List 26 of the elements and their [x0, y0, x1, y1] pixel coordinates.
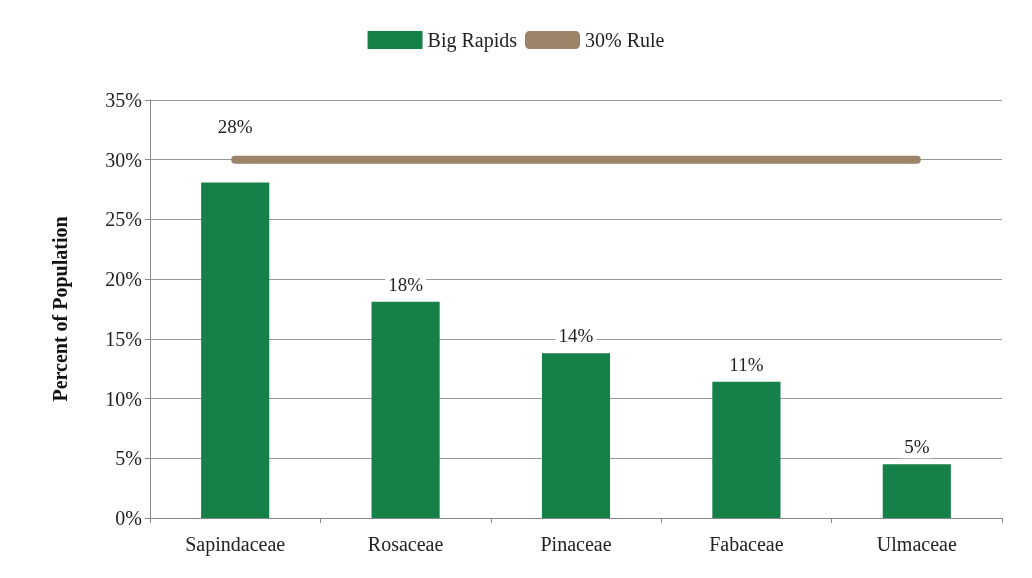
- y-tick-label: 15%: [105, 327, 142, 350]
- x-tick-label: Rosaceae: [367, 533, 444, 555]
- y-tick-label: 5%: [115, 447, 142, 470]
- x-tick-label: Ulmaceae: [876, 533, 957, 555]
- x-tick-label: Sapindaceae: [185, 533, 286, 556]
- y-axis-title: Percent of Population: [49, 216, 72, 402]
- legend-label: 30% Rule: [585, 29, 665, 51]
- bar: [201, 182, 270, 518]
- y-tick-label: 10%: [105, 387, 142, 410]
- y-tick-label: 30%: [105, 148, 142, 171]
- data-label: 14%: [558, 325, 594, 347]
- data-label: 28%: [217, 116, 253, 138]
- y-tick-label: 35%: [105, 89, 142, 111]
- data-label: 18%: [388, 273, 424, 295]
- x-tick-label: Pinaceae: [540, 533, 612, 555]
- bar: [371, 301, 440, 518]
- legend-label: Big Rapids: [427, 29, 518, 52]
- x-tick-label: Fabaceae: [709, 533, 784, 555]
- y-tick-label: 0%: [115, 507, 142, 529]
- bar: [712, 381, 781, 518]
- data-label: 11%: [729, 353, 764, 375]
- data-label: 5%: [904, 436, 930, 458]
- y-tick-label: 25%: [105, 208, 142, 231]
- bar: [882, 464, 951, 518]
- bar: [541, 353, 611, 518]
- y-tick-label: 20%: [105, 268, 142, 291]
